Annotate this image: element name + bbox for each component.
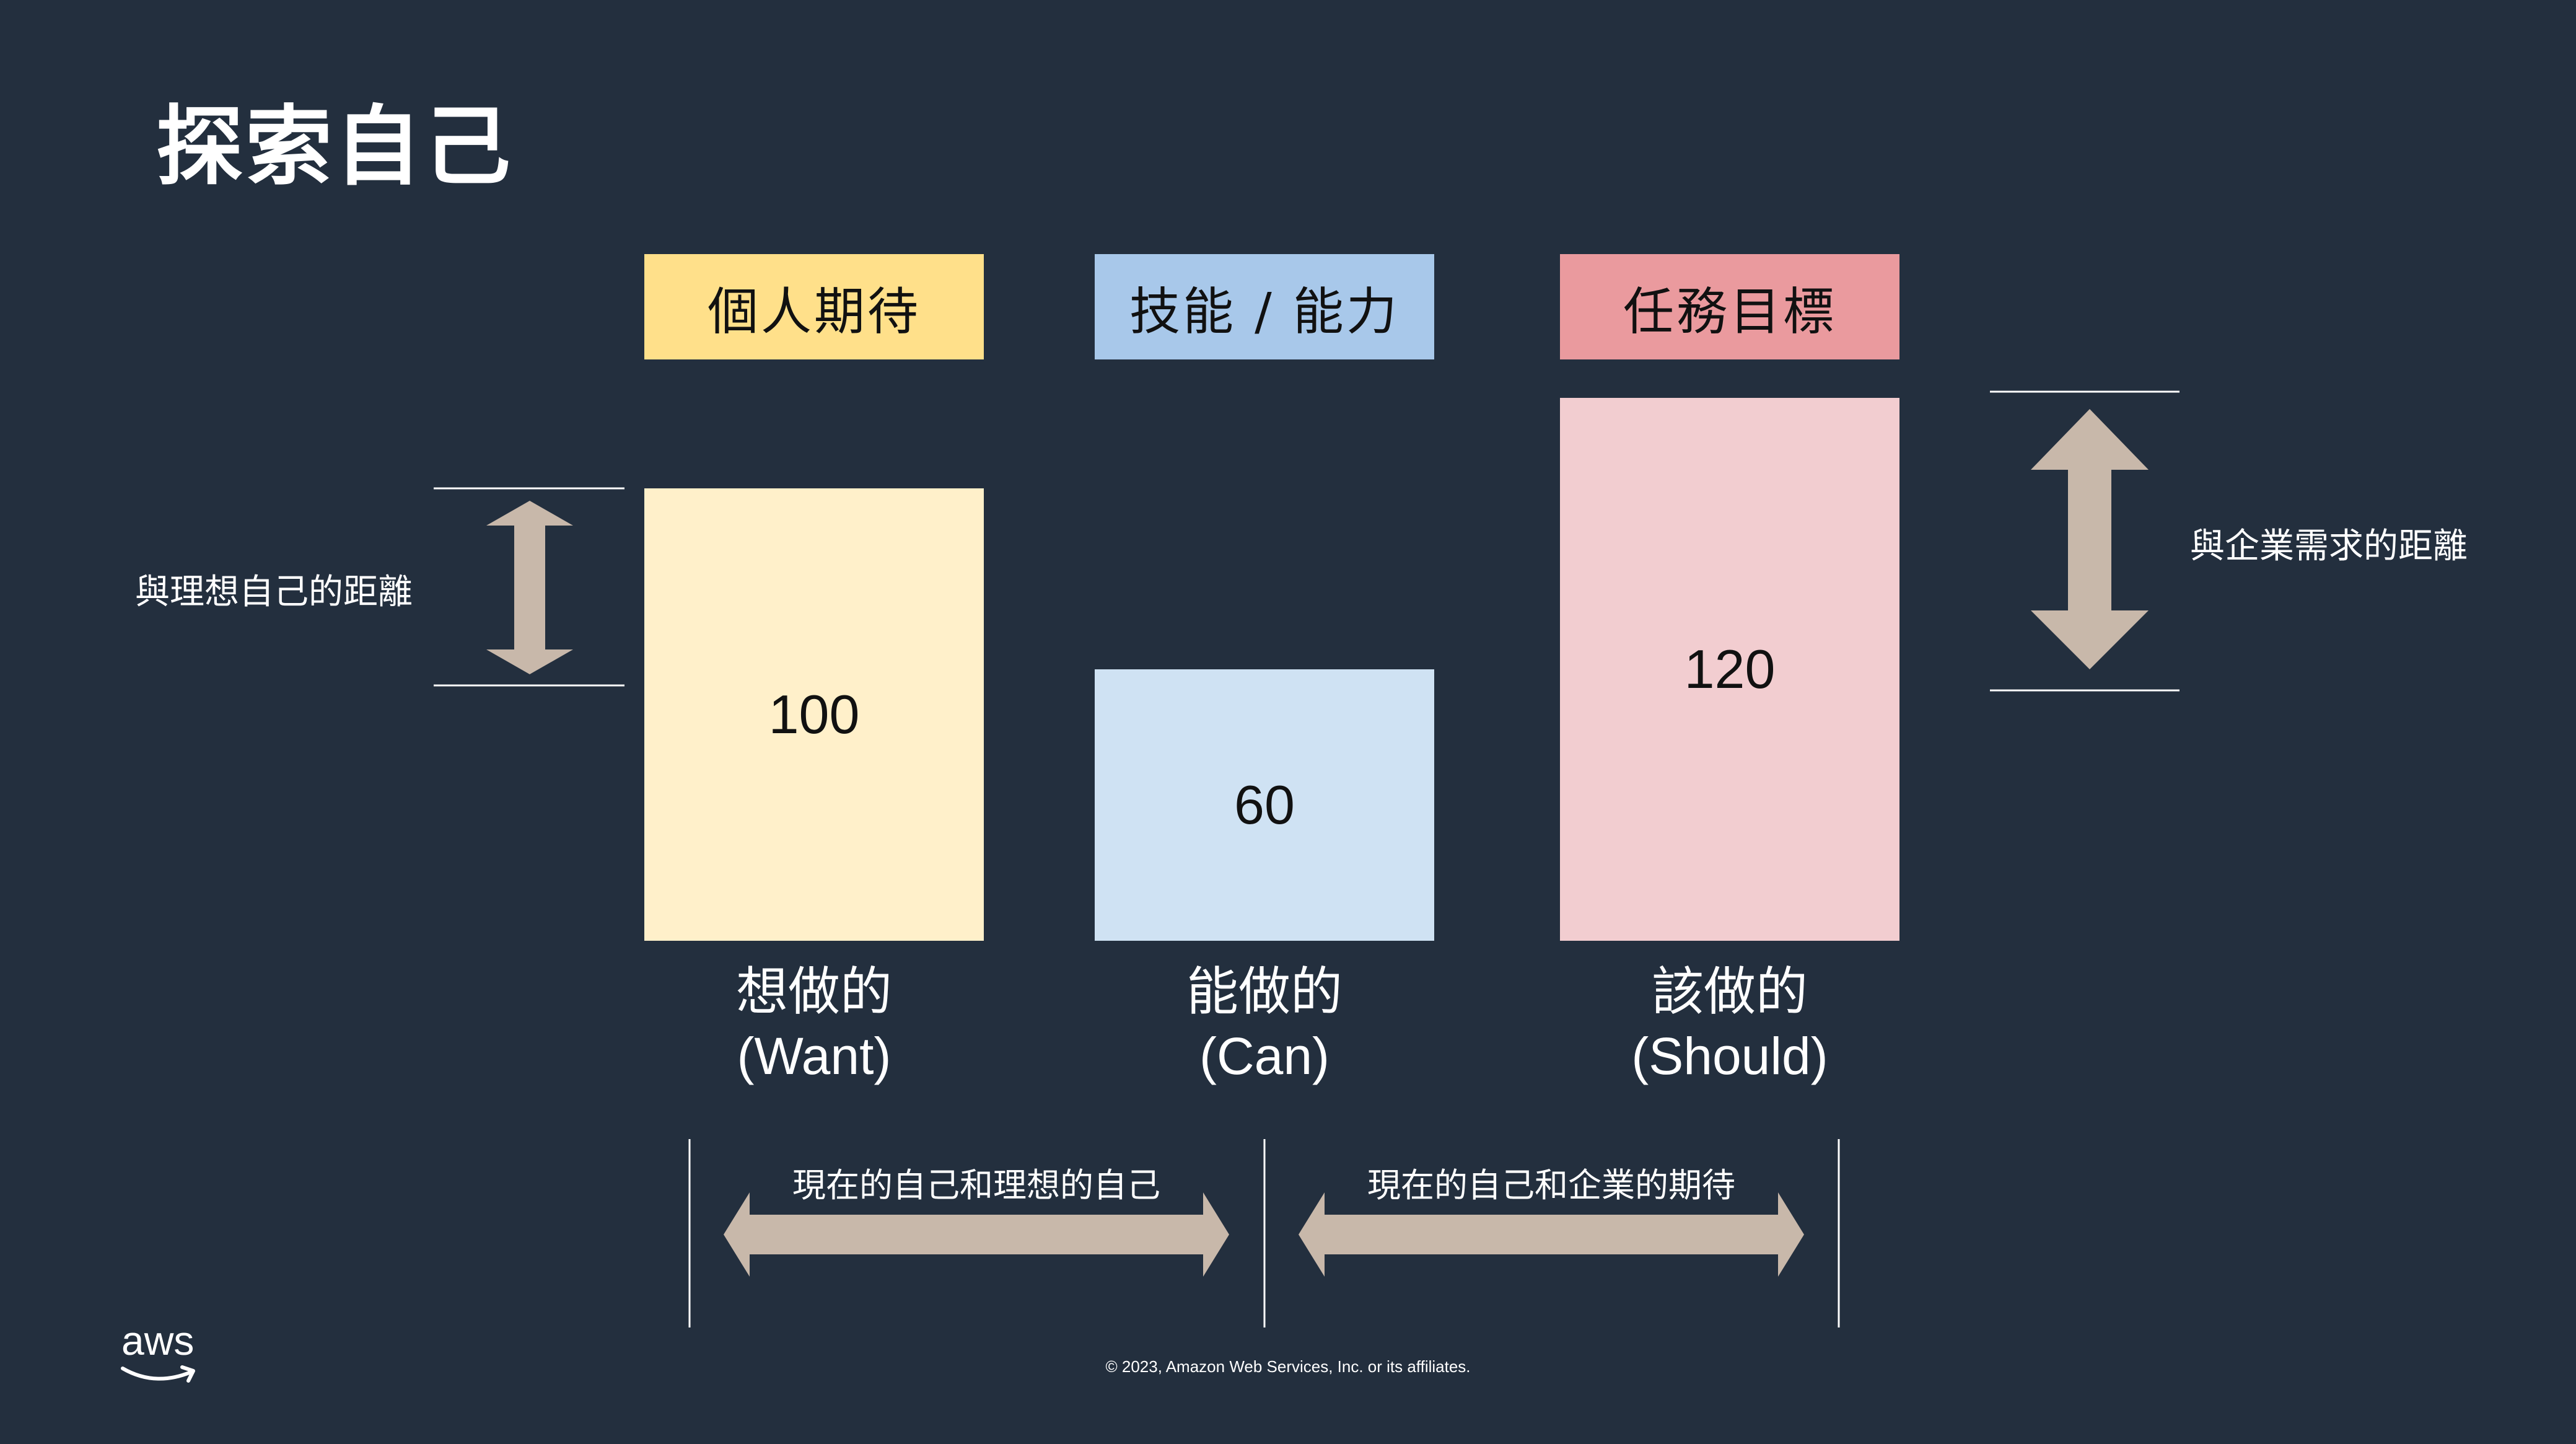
bottom-arrow-label-2: 現在的自己和企業的期待 xyxy=(1367,1166,1735,1205)
aws-smile-icon xyxy=(121,1365,195,1383)
left-gap-arrow xyxy=(486,501,573,674)
bar-want-value: 100 xyxy=(768,684,860,745)
bar-can-value: 60 xyxy=(1234,774,1295,835)
right-gap-arrow xyxy=(2031,409,2149,669)
label-can-en: (Can) xyxy=(1199,1027,1330,1085)
label-want-en: (Want) xyxy=(737,1027,892,1085)
copyright-text: © 2023, Amazon Web Services, Inc. or its… xyxy=(1105,1357,1471,1376)
label-want: 想做的 (Want) xyxy=(644,959,984,1088)
aws-logo-text: aws xyxy=(121,1318,195,1363)
left-gap-label: 與理想自己的距離 xyxy=(135,572,413,612)
bar-should: 120 xyxy=(1560,398,1899,941)
bottom-arrow-label-1: 現在的自己和理想的自己 xyxy=(792,1166,1160,1205)
slide-title: 探索自己 xyxy=(156,97,514,198)
label-should: 該做的 (Should) xyxy=(1560,959,1899,1088)
bottom-arrow-can-should xyxy=(1299,1192,1804,1277)
label-can: 能做的 (Can) xyxy=(1095,959,1434,1088)
label-want-zh: 想做的 xyxy=(735,961,892,1022)
bar-can: 60 xyxy=(1095,669,1434,941)
header-personal-expectation: 個人期待 xyxy=(644,254,984,359)
header-skill-ability: 技能 / 能力 xyxy=(1095,254,1434,359)
label-should-zh: 該做的 xyxy=(1651,961,1808,1022)
bottom-arrow-want-can xyxy=(724,1192,1229,1277)
right-gap-label: 與企業需求的距離 xyxy=(2190,526,2468,566)
aws-logo: aws xyxy=(118,1320,211,1388)
header-task-goal: 任務目標 xyxy=(1560,254,1899,359)
label-should-en: (Should) xyxy=(1631,1027,1828,1085)
label-can-zh: 能做的 xyxy=(1186,961,1343,1022)
bar-should-value: 120 xyxy=(1684,638,1776,700)
bar-want: 100 xyxy=(644,488,984,941)
